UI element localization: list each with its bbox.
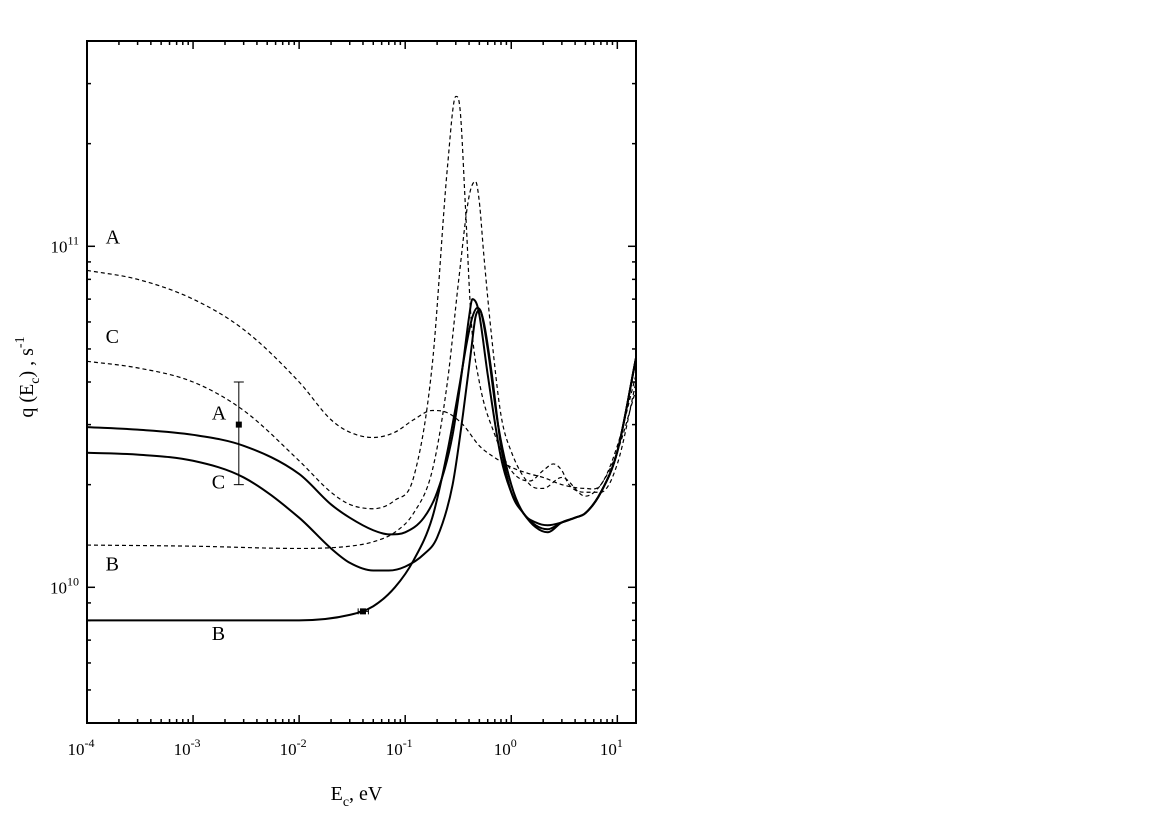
x-tick-label-base: 10 — [494, 740, 511, 759]
series-line-dashed-c — [86, 95, 637, 510]
y-tick-label: 1010 — [50, 574, 79, 597]
data-point — [233, 381, 244, 486]
curve-label-b: B — [106, 554, 119, 576]
x-tick-label-base: 10 — [280, 740, 297, 759]
y-tick-label-exp: 11 — [67, 233, 79, 247]
x-tick-label: 10-4 — [68, 736, 95, 759]
x-tick-label: 100 — [494, 736, 517, 759]
x-tick-label-exp: -3 — [191, 736, 201, 750]
x-tick-label: 10-2 — [280, 736, 307, 759]
x-tick-label: 10-3 — [174, 736, 201, 759]
x-axis-label-rest: , eV — [349, 783, 383, 805]
x-tick-label-exp: -1 — [403, 736, 413, 750]
series-line-dashed-a — [86, 269, 637, 490]
x-axis-label-sub: c — [343, 795, 349, 810]
x-tick-label-base: 10 — [174, 740, 191, 759]
y-tick-label: 1011 — [50, 233, 79, 256]
x-tick-label-base: 10 — [68, 740, 85, 759]
data-points-layer — [233, 381, 369, 615]
curve-label-c: C — [106, 326, 119, 348]
x-tick-label: 101 — [600, 736, 623, 759]
y-tick-label-exp: 10 — [67, 574, 79, 588]
curve-label-a: A — [212, 403, 227, 425]
x-tick-label: 10-1 — [386, 736, 413, 759]
y-axis-label-sup: -1 — [13, 336, 28, 348]
x-tick-label-base: 10 — [600, 740, 617, 759]
data-point — [357, 608, 369, 615]
x-axis-label-main: E — [331, 783, 343, 805]
x-tick-label-exp: 1 — [617, 736, 623, 750]
x-axis-label: Ec, eV — [331, 783, 383, 810]
curve-label-b: B — [212, 623, 225, 645]
x-tick-label-base: 10 — [386, 740, 403, 759]
x-tick-label-exp: -4 — [85, 736, 95, 750]
series-layer — [86, 95, 637, 622]
x-tick-label-exp: -2 — [297, 736, 307, 750]
data-point-marker — [235, 421, 242, 428]
y-tick-label-base: 10 — [50, 237, 67, 256]
y-axis-label-pre: q (E — [16, 384, 38, 418]
y-tick-label-base: 10 — [50, 578, 67, 597]
data-point-marker — [359, 608, 366, 615]
series-line-dashed-b — [86, 180, 637, 550]
x-tick-label-exp: 0 — [511, 736, 517, 750]
series-line-solid-c — [86, 309, 637, 572]
curve-label-a: A — [106, 226, 121, 248]
series-line-solid-a — [86, 298, 637, 536]
y-axis-label-mid: ) , s — [16, 348, 38, 378]
y-axis-label-sub: c — [28, 378, 43, 384]
y-axis-label: q (Ec) , s-1 — [13, 336, 43, 417]
plot-frame — [86, 40, 637, 724]
curve-label-c: C — [212, 471, 225, 493]
